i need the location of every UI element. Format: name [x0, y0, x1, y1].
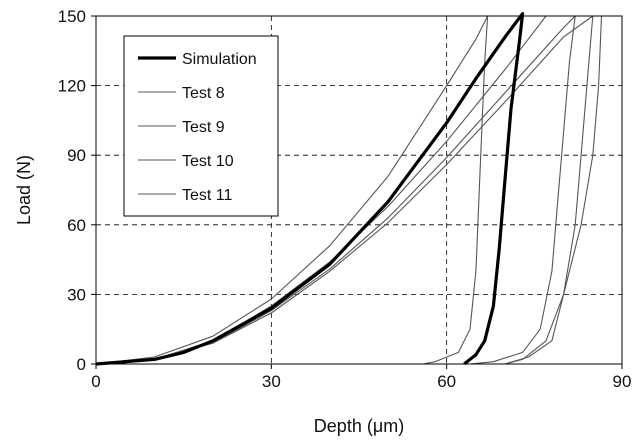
y-axis-title: Load (N) [14, 155, 34, 225]
x-tick-label: 60 [437, 372, 456, 391]
y-tick-label: 90 [67, 146, 86, 165]
series-line-0 [95, 12, 525, 366]
legend-label-3: Test 10 [182, 153, 234, 170]
y-tick-label: 150 [58, 7, 86, 26]
y-tick-label: 30 [67, 285, 86, 304]
legend-label-4: Test 11 [182, 187, 233, 204]
y-tick-label: 0 [77, 355, 86, 374]
series-line-3 [95, 15, 594, 365]
axis-ticks: 0 30 60 90 0 30 60 90 120 150 [58, 7, 632, 391]
legend-label-1: Test 8 [182, 85, 225, 102]
x-tick-label: 0 [91, 372, 100, 391]
series-line-2 [95, 15, 576, 365]
legend-label-0: Simulation [182, 51, 257, 68]
legend: Simulation Test 8 Test 9 Test 10 Test 11 [123, 35, 279, 217]
y-tick-label: 60 [67, 216, 86, 235]
plot-area-frame [95, 15, 623, 365]
y-tick-label: 120 [58, 77, 86, 96]
legend-label-2: Test 9 [182, 119, 225, 136]
x-tick-label: 90 [613, 372, 632, 391]
x-tick-label: 30 [262, 372, 281, 391]
x-axis-title: Depth (μm) [314, 416, 404, 436]
